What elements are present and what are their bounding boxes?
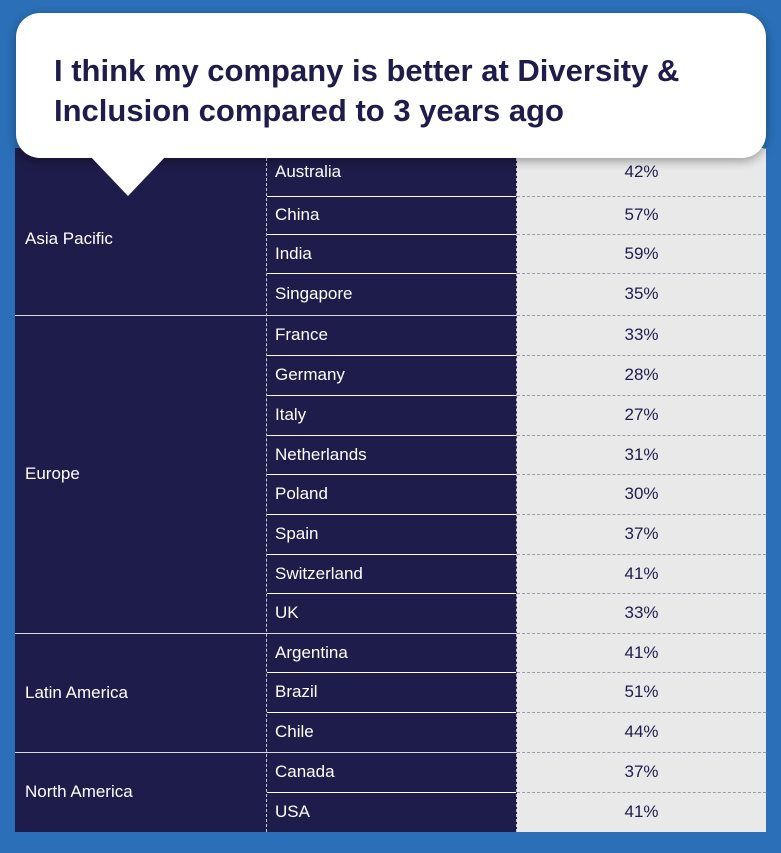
country-label: Argentina (275, 642, 348, 662)
value-row-separator (517, 593, 766, 594)
row-separator (267, 234, 516, 235)
percentage-value: 27% (517, 395, 766, 435)
value-row-separator (517, 355, 766, 356)
region-label: North America (15, 752, 266, 832)
percentage-value: 37% (517, 752, 766, 792)
percentage-value: 41% (517, 554, 766, 593)
country-label: Chile (275, 722, 314, 741)
percentage-value: 30% (517, 474, 766, 514)
row-separator (267, 554, 516, 555)
percentage-value: 33% (517, 315, 766, 355)
percentage-value: 44% (517, 712, 766, 752)
row-separator (267, 593, 516, 594)
country-label: Spain (275, 524, 319, 543)
value-row-separator (517, 234, 766, 235)
country-label: Switzerland (275, 563, 363, 583)
value-row-separator (517, 633, 766, 634)
row-separator (267, 196, 516, 197)
country-label: Singapore (275, 284, 353, 303)
country-column-divider (516, 148, 517, 832)
country-label: Germany (275, 365, 345, 384)
percentage-value: 41% (517, 792, 766, 832)
row-separator (267, 792, 516, 793)
country-label: France (275, 325, 328, 344)
row-separator (267, 514, 516, 515)
region-column-divider (266, 148, 267, 832)
row-separator (267, 474, 516, 475)
value-row-separator (517, 752, 766, 753)
percentage-value: 57% (517, 196, 766, 234)
country-label: USA (275, 802, 310, 821)
value-row-separator (517, 273, 766, 274)
value-row-separator (517, 474, 766, 475)
value-row-separator (517, 514, 766, 515)
country-label: Netherlands (275, 444, 367, 464)
percentage-value: 31% (517, 435, 766, 474)
country-label: UK (275, 603, 299, 622)
region-separator (15, 752, 766, 753)
country-label: Australia (275, 162, 342, 181)
percentage-value: 37% (517, 514, 766, 554)
title-speech-bubble: I think my company is better at Diversit… (16, 13, 766, 158)
region-separator (15, 315, 766, 316)
percentage-value: 33% (517, 593, 766, 633)
region-separator (15, 633, 766, 634)
row-separator (267, 672, 516, 673)
country-label: Brazil (275, 682, 318, 701)
percentage-value: 41% (517, 633, 766, 672)
row-separator (267, 355, 516, 356)
country-label: China (275, 205, 320, 224)
country-label: Poland (275, 484, 328, 503)
value-row-separator (517, 395, 766, 396)
row-separator (267, 395, 516, 396)
speech-bubble-tail (90, 156, 166, 196)
value-row-separator (517, 435, 766, 436)
country-label: Italy (275, 405, 307, 424)
country-label: India (275, 243, 312, 263)
region-label: Latin America (15, 633, 266, 752)
percentage-value: 51% (517, 672, 766, 712)
value-row-separator (517, 554, 766, 555)
region-label: Europe (15, 315, 266, 633)
value-row-separator (517, 196, 766, 197)
percentage-value: 28% (517, 355, 766, 395)
value-row-separator (517, 672, 766, 673)
row-separator (267, 273, 516, 274)
chart-title: I think my company is better at Diversit… (54, 53, 680, 128)
results-table: Asia Pacific Australia 42% China 57% India 59%… (15, 148, 766, 832)
row-separator (267, 435, 516, 436)
percentage-value: 59% (517, 234, 766, 273)
value-row-separator (517, 315, 766, 316)
row-separator (267, 712, 516, 713)
value-row-separator (517, 712, 766, 713)
country-label: Canada (275, 762, 335, 781)
percentage-value: 35% (517, 273, 766, 315)
value-row-separator (517, 792, 766, 793)
